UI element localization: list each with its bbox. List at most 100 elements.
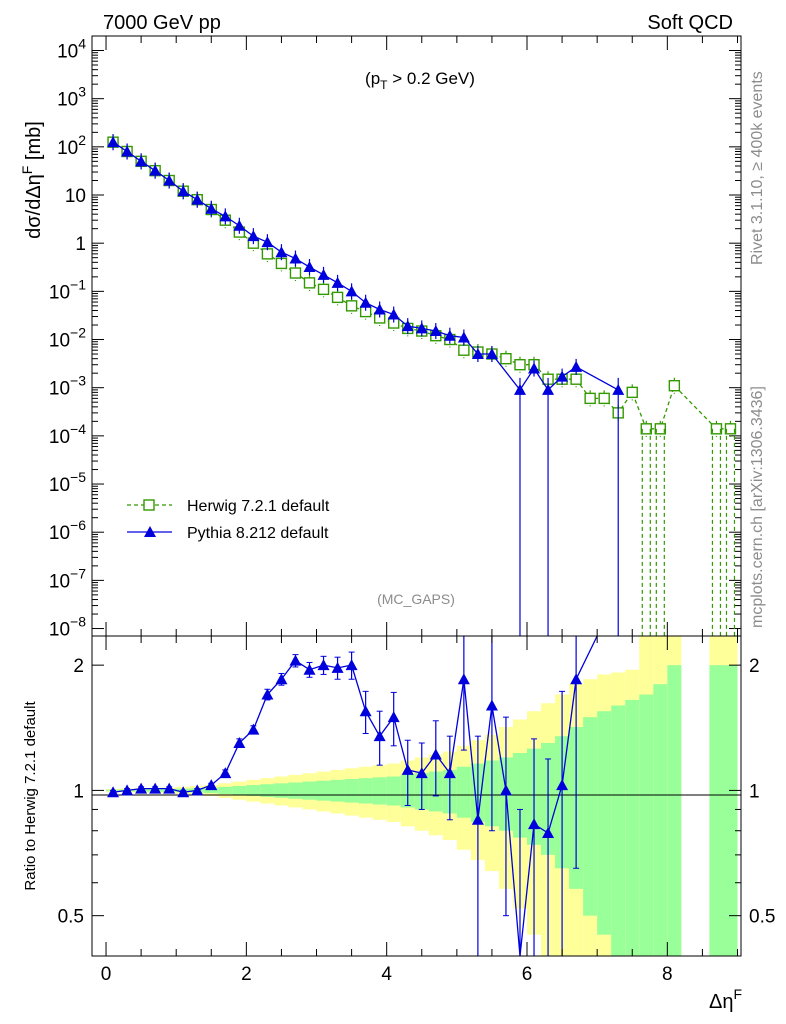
herwig-point [626, 386, 638, 399]
ratio-pythia-point [289, 654, 302, 666]
header-left: 7000 GeV pp [103, 12, 221, 34]
ratio-pythia-point [149, 782, 162, 794]
herwig-point [640, 423, 652, 435]
y-tick-label: 10−4 [49, 421, 86, 448]
pythia-point [415, 322, 428, 334]
band-inner [386, 776, 401, 806]
pythia-point [163, 174, 176, 186]
pythia-point [513, 383, 526, 395]
pythia-point [303, 261, 316, 273]
herwig-point [514, 359, 526, 371]
ratio-pythia-point [261, 688, 274, 700]
band-inner [667, 665, 682, 956]
pythia-point [317, 268, 330, 280]
legend-pythia-label: Pythia 8.212 default [187, 525, 329, 542]
y-tick-label: 10−3 [49, 373, 86, 400]
herwig-point [458, 344, 470, 356]
herwig-point [261, 248, 274, 260]
ratio-pythia-point [219, 767, 232, 779]
ratio-tick-labels: 0.5 0.5 1 1 2 2 0 2 4 6 8 [58, 656, 776, 985]
band-inner [639, 694, 654, 956]
y-tick-label: 10−7 [49, 565, 86, 592]
pythia-point [429, 325, 442, 337]
x-tick-label: 2 [241, 964, 252, 985]
main-y-tick-labels: 10−8 10−7 10−6 10−5 10−4 10−3 10−2 10−1 1 10 102 10… [49, 36, 86, 641]
band-inner [274, 783, 289, 798]
band-inner [653, 684, 668, 956]
band-inner [204, 787, 219, 794]
pythia-point [612, 383, 625, 395]
band-inner [372, 777, 387, 805]
main-tick-marks [92, 35, 741, 636]
side-label-rivet: Rivet 3.1.10, ≥ 400k events [749, 71, 766, 265]
pythia-line [112, 141, 619, 392]
ratio-pythia-point [415, 767, 428, 779]
y-tick-label: 104 [57, 36, 86, 63]
y-tick-label: 10−5 [49, 469, 86, 496]
ratio-pythia-point [331, 661, 344, 673]
ratio-y-tick-label: 2 [73, 656, 84, 677]
band-inner [232, 785, 247, 795]
band-inner [218, 786, 233, 795]
ratio-pythia-point [233, 736, 246, 748]
band-inner [302, 781, 317, 800]
x-tick-label: 8 [662, 964, 673, 985]
pythia-point [528, 362, 541, 374]
y-tick-label: 10−1 [49, 276, 86, 303]
ratio-pythia-point [471, 813, 484, 825]
y-tick-label: 10−6 [49, 517, 86, 544]
pythia-point [107, 136, 120, 148]
herwig-point [598, 392, 610, 405]
ratio-pythia-point [191, 784, 204, 796]
ratio-pythia-point [135, 782, 148, 794]
band-inner [316, 780, 331, 801]
herwig-point [710, 423, 723, 435]
band-inner [456, 766, 471, 818]
band-inner [723, 665, 738, 956]
band-inner [344, 779, 359, 803]
pythia-point [177, 185, 190, 197]
herwig-line [112, 141, 731, 430]
ratio-pythia-point [317, 659, 330, 671]
legend-entry-pythia: Pythia 8.212 default [127, 525, 329, 542]
ratio-pythia-point [205, 779, 218, 791]
pythia-point [556, 370, 569, 382]
herwig-point [724, 423, 737, 435]
pythia-point [247, 230, 260, 242]
x-tick-label: 0 [101, 964, 112, 985]
ratio-pythia-point [303, 663, 316, 675]
ratio-y-tick-label: 0.5 [58, 907, 84, 928]
pythia-point [261, 236, 274, 248]
y-tick-label: 10 [65, 186, 86, 207]
y-tick-label: 10−2 [49, 325, 86, 352]
herwig-point [668, 379, 681, 392]
legend-herwig-label: Herwig 7.2.1 default [187, 498, 330, 515]
band-inner [597, 711, 612, 935]
ratio-y-tick-label: 1 [73, 781, 84, 802]
main-series-group [107, 134, 737, 636]
band-inner [260, 784, 275, 797]
pythia-point [121, 145, 134, 157]
pythia-point [542, 383, 555, 395]
pythia-point [443, 329, 456, 341]
ratio-pythia-point [275, 673, 288, 685]
ratio-plot-frame [91, 635, 742, 957]
ratio-pythia-point [373, 730, 386, 742]
ratio-y-tick-label-right: 2 [749, 656, 760, 677]
ratio-pythia-point [359, 705, 372, 717]
herwig-point [303, 277, 316, 289]
ratio-pythia-point [556, 779, 569, 791]
ratio-plot-panel: 0.5 0.5 1 1 2 2 0 2 4 6 8 [58, 635, 776, 985]
ratio-pythia-point [542, 827, 555, 839]
ratio-pythia-point [401, 763, 414, 775]
pythia-point [135, 155, 148, 167]
pythia-point [485, 348, 498, 360]
ratio-y-axis-title: Ratio to Herwig 7.2.1 default [22, 701, 39, 891]
ratio-pythia-point [499, 784, 512, 796]
cut-annotation: (pT > 0.2 GeV) [365, 69, 475, 92]
y-tick-label: 103 [57, 84, 86, 111]
ratio-pythia-point [163, 782, 176, 794]
ratio-pythia-point [457, 673, 470, 685]
band-inner [246, 785, 261, 796]
ratio-y-tick-label-right: 1 [749, 781, 760, 802]
